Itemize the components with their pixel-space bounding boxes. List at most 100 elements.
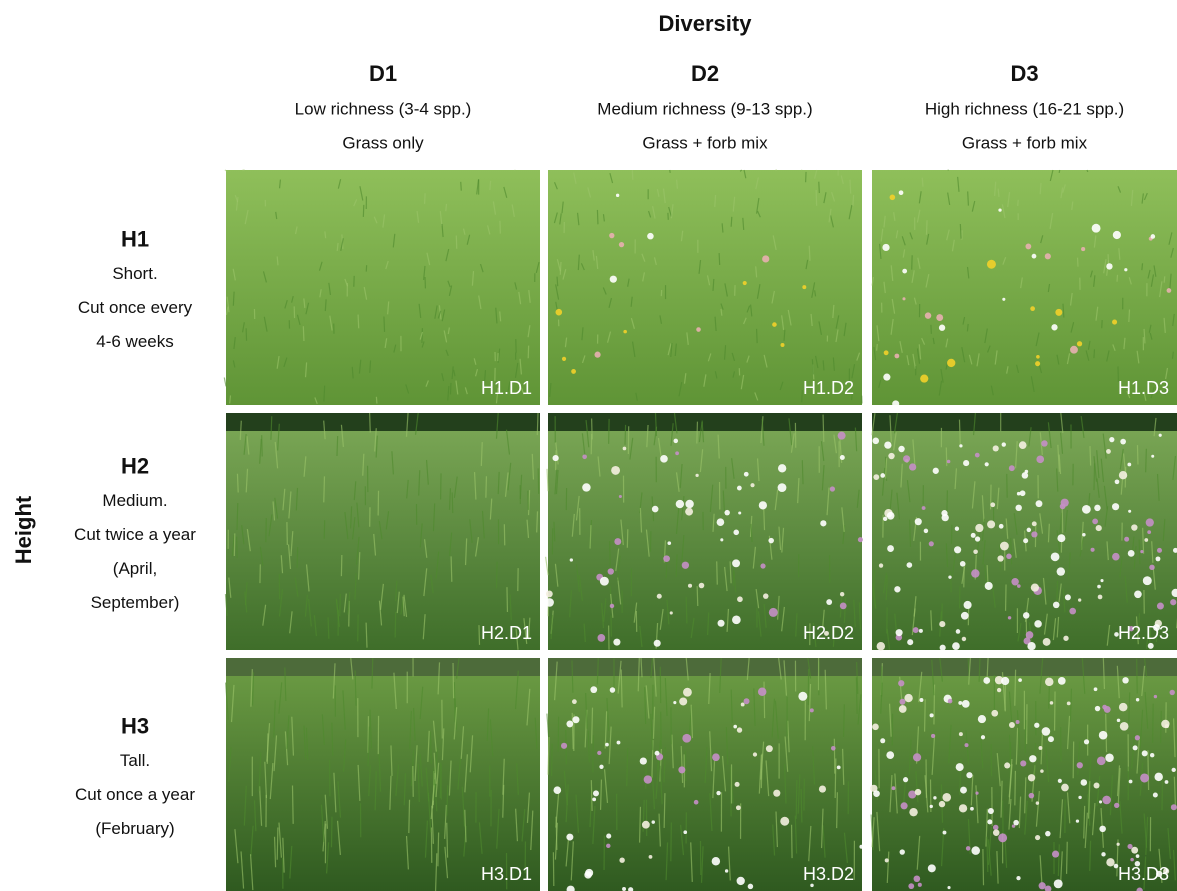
flower — [733, 529, 740, 536]
grass-blade — [652, 706, 656, 739]
grass-blade — [674, 343, 677, 357]
grass-blade — [369, 412, 371, 433]
tree-line — [548, 658, 862, 676]
flower — [963, 460, 970, 467]
grass-blade — [344, 511, 349, 540]
grass-blade — [678, 382, 683, 397]
flower — [1057, 778, 1062, 783]
flower — [1106, 449, 1111, 454]
flower — [889, 194, 896, 201]
grass-blade — [896, 492, 901, 520]
flower — [1076, 762, 1083, 769]
grass-blade — [374, 428, 377, 452]
grass-blade — [888, 703, 892, 737]
grass-blade — [923, 699, 926, 732]
grass-blade — [606, 331, 612, 343]
grass-blade — [351, 517, 356, 540]
grass-blade — [1047, 283, 1051, 293]
grass-blade — [731, 352, 736, 362]
flower — [1131, 524, 1138, 531]
grass-blade — [469, 519, 473, 543]
grass-blade — [323, 520, 326, 539]
grass-blade — [511, 204, 515, 217]
column-mix: Grass + forb mix — [962, 133, 1088, 152]
grass-blade — [651, 772, 655, 810]
photo-background — [226, 413, 540, 650]
grass-blade — [885, 575, 888, 601]
grass-blade — [236, 502, 239, 531]
grass-blade — [296, 314, 301, 326]
grass-blade — [1143, 657, 1148, 677]
grass-blade — [489, 498, 493, 520]
column-mix: Grass only — [342, 133, 424, 152]
flower — [1134, 735, 1141, 741]
grass-blade — [337, 179, 342, 189]
grass-blade — [240, 851, 245, 889]
grass-blade — [457, 757, 462, 790]
grass-blade — [1147, 750, 1150, 790]
grass-blade — [515, 628, 519, 650]
row-label: H3 — [121, 713, 149, 738]
grass-blade — [758, 754, 762, 794]
grass-blade — [291, 785, 294, 824]
flower — [975, 791, 979, 795]
flower — [675, 451, 679, 456]
grass-blade — [835, 315, 840, 329]
flower — [912, 753, 922, 762]
flower — [560, 742, 568, 749]
grass-blade — [1159, 281, 1163, 298]
grass-blade — [746, 305, 751, 313]
grass-blade — [303, 298, 306, 308]
grass-blade — [228, 577, 232, 598]
grass-blade — [1126, 390, 1131, 399]
grass-blade — [883, 572, 888, 594]
grass-blade — [1028, 427, 1032, 447]
grass-blade — [755, 197, 760, 214]
grass-blade — [423, 193, 426, 204]
grass-blade — [287, 544, 292, 570]
grass-blade — [681, 495, 685, 521]
grass-blade — [754, 392, 759, 401]
flower — [1001, 676, 1010, 686]
grass-blade — [418, 303, 422, 318]
grass-blade — [573, 172, 577, 184]
flower — [656, 593, 662, 599]
grass-blade — [1136, 658, 1138, 694]
grass-blade — [1096, 450, 1100, 479]
grass-blade — [1039, 513, 1044, 534]
flower — [1114, 479, 1120, 485]
flower — [971, 846, 981, 855]
flower — [830, 745, 836, 751]
flower — [585, 868, 594, 877]
flower — [987, 520, 996, 529]
flower — [902, 297, 906, 301]
flower — [1105, 753, 1114, 763]
grass-blade — [1158, 848, 1163, 883]
flower — [1170, 804, 1177, 811]
grass-blade — [630, 296, 633, 307]
grass-blade — [1103, 259, 1107, 274]
grass-blade — [340, 238, 344, 251]
grass-blade — [957, 176, 960, 192]
flower — [883, 350, 889, 356]
flower — [654, 750, 660, 756]
grass-blade — [893, 212, 896, 221]
flower — [859, 844, 864, 849]
grass-blade — [554, 563, 559, 587]
grass-blade — [883, 215, 886, 228]
flower — [1147, 530, 1152, 535]
grass-blade — [961, 564, 966, 584]
grass-blade — [1143, 813, 1148, 848]
grass-blade — [565, 784, 569, 823]
flower — [1041, 727, 1051, 736]
grass-blade — [383, 316, 386, 332]
grass-blade — [812, 746, 816, 785]
flower — [970, 806, 974, 811]
grass-blade — [527, 325, 531, 338]
grass-blade — [966, 266, 970, 279]
flower — [836, 765, 841, 770]
grass-blade — [496, 808, 500, 849]
flower — [933, 796, 937, 800]
flower — [802, 285, 807, 290]
